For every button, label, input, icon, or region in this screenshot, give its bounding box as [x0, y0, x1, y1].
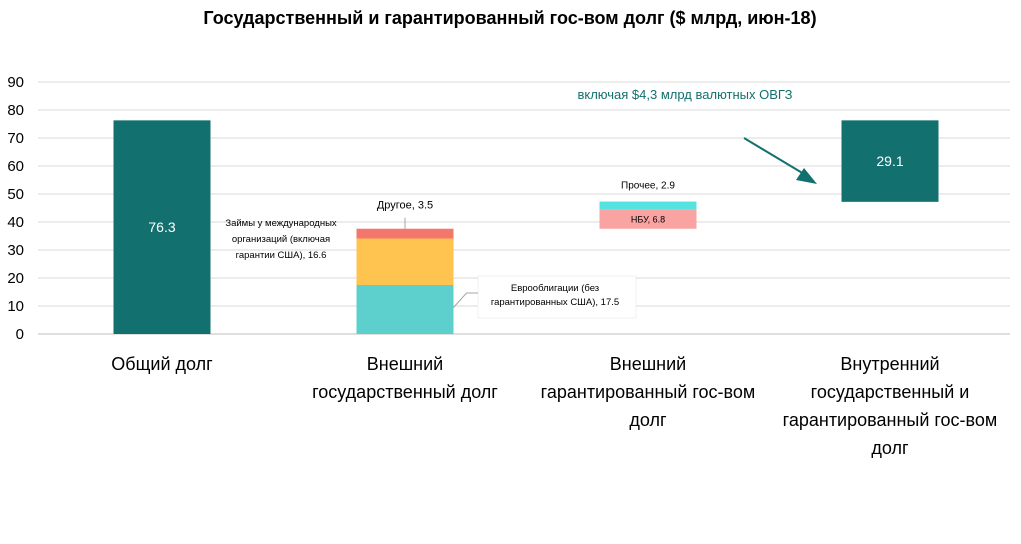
bars [113, 120, 939, 334]
data-label: Займы у международных [225, 218, 337, 229]
y-tick-label: 0 [16, 326, 24, 343]
annotation-text: включая $4,3 млрд валютных ОВГЗ [577, 87, 792, 102]
data-label: Другое, 3.5 [377, 200, 433, 212]
data-label: Прочее, 2.9 [621, 181, 675, 192]
y-tick-label: 10 [7, 298, 24, 315]
y-axis: 0 10 20 30 40 50 60 70 80 90 [7, 74, 24, 343]
y-tick-label: 40 [7, 214, 24, 231]
data-label: гарантии США), 16.6 [236, 250, 327, 261]
annotation: включая $4,3 млрд валютных ОВГЗ [577, 87, 817, 184]
bar [356, 238, 454, 285]
x-category-label: государственный и [811, 382, 970, 402]
y-tick-label: 30 [7, 242, 24, 259]
x-category-label: Внешний [367, 354, 443, 374]
data-label: 76.3 [148, 219, 175, 235]
bar [841, 120, 939, 202]
x-category-label: долг [871, 438, 909, 458]
x-category-label: гарантированный гос-вом [541, 382, 756, 402]
label-box [477, 275, 637, 319]
x-category-label: долг [629, 410, 667, 430]
y-tick-label: 20 [7, 270, 24, 287]
y-tick-label: 70 [7, 130, 24, 147]
y-tick-label: 60 [7, 158, 24, 175]
y-tick-label: 50 [7, 186, 24, 203]
data-labels: 76.3 Еврооблигации (без гарантированных СШ… [148, 153, 904, 319]
x-category-label: гарантированный гос-вом [783, 410, 998, 430]
data-label: 29.1 [876, 153, 903, 169]
annotation-arrow-line [743, 137, 805, 175]
data-label: организаций (включая [232, 234, 330, 245]
annotation-arrowhead [796, 168, 817, 184]
y-tick-label: 80 [7, 102, 24, 119]
data-label: НБУ, 6.8 [631, 215, 665, 225]
chart-title: Государственный и гарантированный гос-во… [203, 8, 816, 28]
bar [356, 285, 454, 334]
y-tick-label: 90 [7, 74, 24, 91]
bar [356, 228, 454, 239]
bar [113, 120, 211, 334]
bar [599, 201, 697, 210]
x-category-label: государственный долг [312, 382, 498, 402]
x-axis: Общий долг Внешний государственный долг Вне… [111, 354, 997, 458]
data-label: Еврооблигации (без [511, 283, 599, 294]
x-category-label: Внешний [610, 354, 686, 374]
x-category-label: Внутренний [840, 354, 939, 374]
data-label: гарантированных США), 17.5 [491, 297, 619, 308]
leader-line [453, 292, 478, 308]
x-category-label: Общий долг [111, 354, 213, 374]
bar [599, 209, 697, 229]
